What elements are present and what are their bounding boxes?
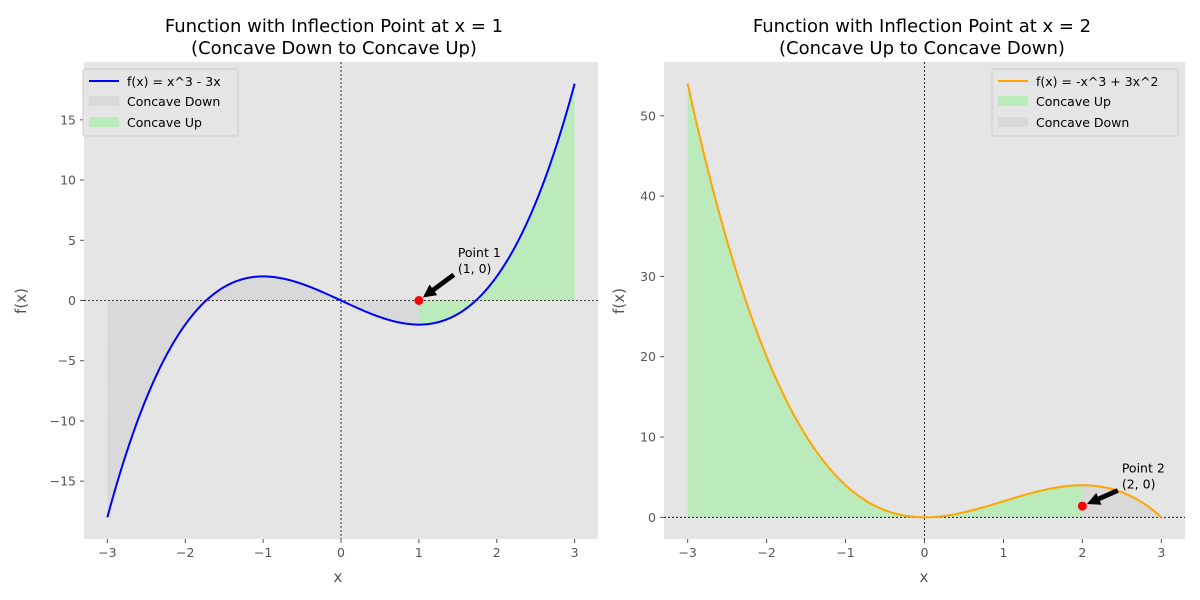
chart-right: Function with Inflection Point at x = 2 … [610, 16, 1185, 586]
chart-left-y-tick-label: 10 [60, 173, 76, 188]
chart-right-fill-2 [1082, 485, 1162, 518]
chart-right-legend-fill-swatch-1 [998, 96, 1028, 106]
chart-left-x-tick-label: 2 [493, 545, 501, 560]
chart-left-x-tick-label: −2 [176, 545, 194, 560]
chart-right-x-tick-label: 1 [999, 545, 1007, 560]
chart-left-legend-fill-swatch-2 [89, 117, 119, 127]
chart-right-fill-1 [687, 83, 1083, 518]
chart-right-x-tick-label: −2 [757, 545, 775, 560]
chart-right-y-axis: 0 10 20 30 40 50 [640, 108, 664, 525]
chart-left: Function with Inflection Point at x = 1 … [12, 16, 598, 586]
chart-right-legend-box [991, 68, 1179, 137]
chart-left-x-tick-label: 1 [415, 545, 423, 560]
chart-right-x-tick-label: 3 [1157, 545, 1165, 560]
chart-right-y-tick-label: 50 [640, 108, 656, 123]
chart-left-inflection-point [414, 296, 424, 305]
chart-left-x-tick-label: −3 [98, 545, 116, 560]
chart-right-x-tick-label: 2 [1078, 545, 1086, 560]
chart-left-y-tick-label: −10 [50, 413, 76, 428]
chart-right-y-tick-label: 10 [640, 430, 656, 445]
chart-left-x-tick-label: −1 [254, 545, 272, 560]
chart-left-fill-2 [418, 83, 575, 325]
chart-right-legend-fill-1: Concave Up [1036, 94, 1111, 109]
chart-right-y-tick-label: 30 [640, 269, 656, 284]
chart-left-series-line [106, 83, 576, 518]
chart-left-annotation-arrow [422, 272, 456, 298]
chart-right-y-tick-label: 20 [640, 349, 656, 364]
chart-left-x-axis-label: x [334, 568, 343, 586]
chart-right-inflection-point [1077, 501, 1087, 511]
chart-right-legend-fill-2: Concave Down [1036, 115, 1129, 130]
chart-left-legend-fill-swatch-1 [89, 96, 119, 106]
chart-right-x-tick-label: −3 [678, 545, 696, 560]
chart-left-x-tick-label: 3 [571, 545, 579, 560]
chart-right-annotation-line2: (2, 0) [1122, 476, 1156, 491]
chart-left-legend-box [82, 68, 239, 137]
chart-right-y-axis-label: f(x) [610, 288, 628, 314]
chart-right-series-line [686, 83, 1162, 519]
chart-right-title-line2: (Concave Up to Concave Down) [779, 38, 1065, 59]
chart-left-y-tick-label: −5 [58, 353, 76, 368]
chart-right-x-axis-label: x [920, 568, 929, 586]
chart-left-annotation-line2: (1, 0) [458, 261, 492, 276]
chart-right-annotation-line1: Point 2 [1122, 460, 1165, 475]
chart-left-title-line1: Function with Inflection Point at x = 1 [165, 16, 503, 37]
chart-left-y-tick-label: 5 [68, 233, 76, 248]
chart-right-title-line1: Function with Inflection Point at x = 2 [753, 16, 1091, 37]
chart-left-y-tick-label: 0 [68, 293, 76, 308]
chart-right-legend-series: f(x) = -x^3 + 3x^2 [1036, 74, 1159, 89]
chart-right-legend-fill-swatch-2 [998, 117, 1028, 127]
chart-left-legend-fill-1: Concave Down [127, 94, 220, 109]
chart-left-y-tick-label: 15 [60, 112, 76, 127]
chart-left-legend: f(x) = x^3 - 3x Concave Down Concave Up [82, 68, 239, 137]
chart-right-x-tick-label: −1 [836, 545, 854, 560]
chart-left-x-axis: −3 −2 −1 0 1 2 3 [98, 539, 579, 560]
chart-left-y-axis: −15 −10 −5 0 5 10 15 [50, 112, 84, 489]
chart-right-x-tick-label: 0 [921, 545, 929, 560]
chart-right-legend: f(x) = -x^3 + 3x^2 Concave Up Concave Do… [991, 68, 1179, 137]
chart-left-y-tick-label: −15 [50, 474, 76, 489]
chart-left-fills [107, 83, 575, 518]
chart-left-fill-1 [107, 276, 419, 518]
chart-right-x-axis: −3 −2 −1 0 1 2 3 [678, 539, 1165, 560]
chart-left-x-tick-label: 0 [337, 545, 345, 560]
chart-right-annotation-arrow [1086, 488, 1119, 505]
chart-right-y-tick-label: 0 [648, 510, 656, 525]
chart-left-legend-series: f(x) = x^3 - 3x [127, 74, 221, 89]
chart-left-legend-fill-2: Concave Up [127, 115, 202, 130]
chart-right-y-tick-label: 40 [640, 189, 656, 204]
chart-left-y-axis-label: f(x) [12, 288, 30, 314]
chart-right-fills [687, 83, 1162, 518]
chart-left-title-line2: (Concave Down to Concave Up) [191, 38, 477, 59]
chart-left-annotation-line1: Point 1 [458, 245, 501, 260]
